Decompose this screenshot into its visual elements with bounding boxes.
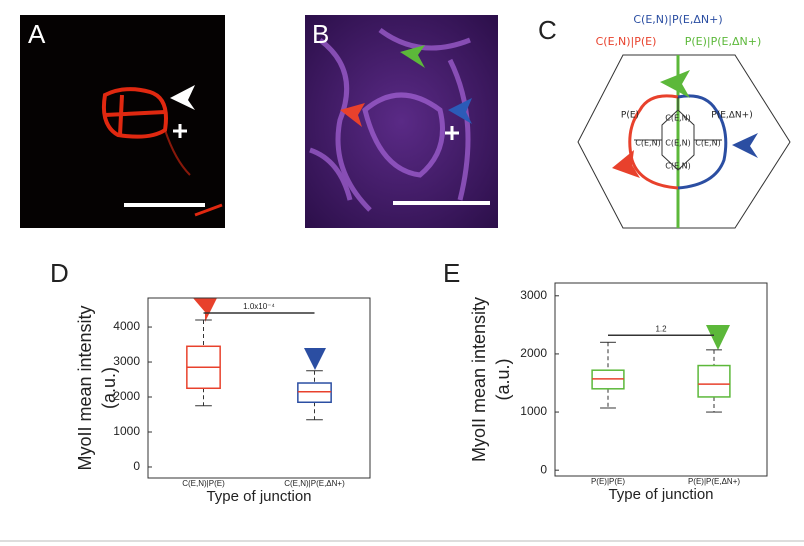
- diagram-label: C(E,N): [665, 114, 690, 123]
- x-axis-label: Type of junction: [608, 486, 713, 503]
- blue-junction: [677, 94, 728, 190]
- y-axis-label: MyoII mean intensity: [469, 297, 489, 462]
- plus-marker: [445, 126, 459, 140]
- y-tick-label: 0: [133, 459, 140, 473]
- annotation: 1.2: [655, 324, 667, 333]
- cell-outlines: [101, 87, 223, 217]
- hexagon: [577, 54, 791, 229]
- diagram-label: C(E,N): [695, 139, 720, 148]
- panel-letter: D: [50, 258, 69, 288]
- diagram-label: C(E,N)|P(E): [596, 35, 657, 48]
- x-tick-label: P(E)|P(E): [591, 477, 625, 486]
- plus-marker: [173, 124, 187, 138]
- y-tick-label: 3000: [520, 288, 547, 302]
- y-tick-label: 4000: [113, 319, 140, 333]
- cell-edges: [634, 97, 722, 171]
- y-tick-label: 0: [540, 462, 547, 476]
- y-tick-label: 1000: [113, 424, 140, 438]
- arrowhead: [448, 98, 472, 124]
- arrowhead: [340, 103, 365, 127]
- arrowhead: [706, 325, 730, 350]
- arrowhead: [660, 70, 690, 98]
- panel-letter: B: [312, 19, 329, 49]
- panel-letter: C: [538, 15, 557, 45]
- diagram-label: C(E,N)|P(E,ΔN+): [633, 13, 722, 26]
- y-axis-label: MyoII mean intensity: [75, 305, 95, 470]
- panel-letter: A: [28, 19, 46, 49]
- y-axis-label: (a.u.): [99, 367, 119, 409]
- diagram-label: P(E): [621, 111, 639, 121]
- arrowhead: [170, 85, 195, 110]
- x-tick-label: P(E)|P(E,ΔN+): [688, 477, 740, 486]
- x-tick-label: C(E,N)|P(E,ΔN+): [284, 479, 345, 488]
- plot-frame: [554, 282, 768, 477]
- diagram-label: C(E,N): [665, 162, 690, 171]
- y-tick-label: 1000: [520, 404, 547, 418]
- y-tick-label: 2000: [520, 346, 547, 360]
- arrowhead: [304, 348, 326, 370]
- diagram-label: C(E,N): [665, 139, 690, 148]
- box: [697, 364, 731, 398]
- annotation: 1.0x10⁻⁴: [243, 302, 275, 311]
- y-tick-label: 3000: [113, 354, 140, 368]
- diagram-label: C(E,N): [635, 139, 660, 148]
- arrowhead: [612, 150, 640, 178]
- plot-frame: [147, 297, 371, 479]
- arrowhead: [400, 45, 425, 68]
- y-axis-label: (a.u.): [493, 358, 513, 400]
- arrowhead: [193, 298, 217, 322]
- panel-letter: E: [443, 258, 460, 288]
- diagram-label: P(E)|P(E,ΔN+): [685, 35, 762, 48]
- x-tick-label: C(E,N)|P(E): [182, 479, 225, 488]
- y-tick-label: 2000: [113, 389, 140, 403]
- box: [297, 382, 332, 404]
- diagram-label: P(E,ΔN+): [711, 111, 752, 121]
- red-junction: [628, 94, 679, 190]
- arrowhead: [732, 133, 758, 158]
- x-axis-label: Type of junction: [206, 488, 311, 505]
